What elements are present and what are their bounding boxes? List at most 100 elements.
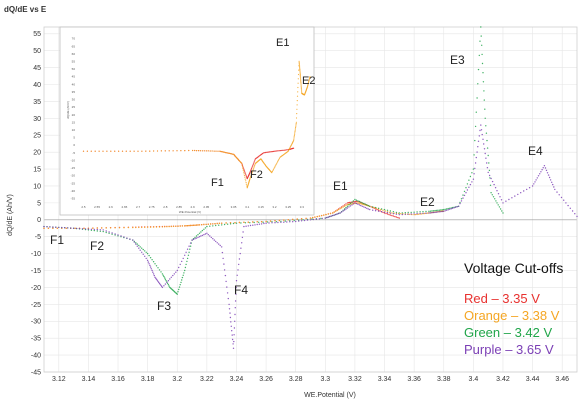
data-point (357, 203, 359, 205)
y-tick-label: -25 (31, 302, 41, 309)
data-point (337, 208, 340, 211)
data-point (401, 213, 403, 216)
data-point (298, 64, 300, 66)
data-point (67, 227, 69, 229)
data-point (505, 200, 507, 202)
x-tick-label: 3.24 (230, 376, 244, 383)
data-point (298, 219, 300, 221)
data-point (230, 325, 232, 327)
data-point (480, 35, 482, 37)
data-point (114, 234, 116, 236)
data-point (425, 210, 427, 213)
data-point (451, 207, 454, 209)
data-point (231, 334, 233, 336)
data-point (186, 257, 189, 260)
legend: Voltage Cut-offs Red – 3.35 V Orange – 3… (464, 260, 563, 357)
data-point (242, 231, 244, 233)
data-point (243, 175, 246, 177)
data-point (276, 150, 278, 152)
data-point (298, 63, 300, 65)
data-point (475, 156, 477, 159)
data-point (422, 211, 424, 213)
data-point (497, 193, 500, 195)
data-point (295, 126, 297, 129)
data-point (118, 227, 121, 229)
data-point (247, 221, 249, 223)
data-point (227, 297, 229, 300)
data-point (249, 222, 251, 224)
data-point (218, 224, 220, 226)
x-tick-label: 2.55 (94, 205, 100, 209)
data-point (152, 261, 155, 263)
data-point (72, 227, 75, 229)
data-point (141, 226, 143, 229)
data-point (280, 149, 282, 152)
data-point (468, 179, 470, 181)
data-point (300, 82, 302, 84)
data-point (164, 150, 166, 152)
y-tick-label: 10 (72, 128, 76, 132)
data-point (330, 215, 332, 217)
data-point (352, 203, 355, 205)
data-point (90, 228, 93, 230)
data-point (260, 223, 263, 225)
data-point (497, 204, 499, 206)
data-point (342, 205, 344, 207)
data-point (302, 219, 304, 221)
data-point (235, 222, 238, 224)
data-point (245, 225, 247, 227)
data-point (245, 175, 247, 178)
data-point (361, 202, 363, 204)
data-point (155, 226, 158, 228)
data-point (477, 140, 480, 142)
data-point (297, 82, 299, 84)
data-point (232, 222, 235, 225)
data-point (401, 212, 403, 214)
data-point (483, 99, 485, 101)
data-point (275, 163, 278, 165)
data-point (61, 226, 63, 229)
data-point (181, 279, 183, 281)
data-point (320, 217, 322, 220)
data-point (345, 204, 347, 207)
data-point (120, 235, 122, 237)
data-point (226, 152, 228, 154)
data-point (118, 150, 120, 152)
data-point (83, 227, 85, 229)
inset-x-tick-labels: 2.5 2.55 2.6 2.65 2.7 2.75 2.8 2.85 2.9 2.95 3 3.05… (81, 205, 304, 209)
data-point (486, 162, 488, 164)
data-point (369, 205, 371, 207)
data-point (243, 170, 246, 172)
x-tick-label: 2.7 (136, 205, 141, 209)
data-point (252, 169, 254, 171)
data-point (184, 254, 186, 256)
data-point (299, 77, 302, 79)
data-point (385, 212, 387, 215)
data-point (225, 280, 227, 283)
data-point (252, 224, 254, 226)
data-point (245, 174, 247, 176)
data-point (256, 221, 258, 223)
data-point (309, 219, 312, 221)
x-tick-label: 3.16 (111, 376, 125, 383)
x-tick-label: 3.22 (200, 376, 214, 383)
data-point (374, 210, 377, 212)
data-point (195, 224, 198, 226)
y-tick-label: 40 (33, 82, 41, 89)
data-point (410, 211, 412, 214)
data-point (300, 84, 302, 86)
y-tick-label: -15 (31, 268, 41, 275)
data-point (346, 202, 349, 204)
data-point (251, 172, 253, 174)
data-point (474, 167, 476, 170)
data-point (299, 66, 301, 68)
data-point (204, 233, 207, 235)
data-point (400, 213, 402, 215)
data-point (110, 150, 112, 152)
data-point (437, 209, 439, 211)
data-point (303, 219, 306, 222)
data-point (209, 150, 211, 152)
data-point (226, 292, 229, 294)
data-point (201, 150, 203, 152)
data-point (431, 210, 433, 212)
